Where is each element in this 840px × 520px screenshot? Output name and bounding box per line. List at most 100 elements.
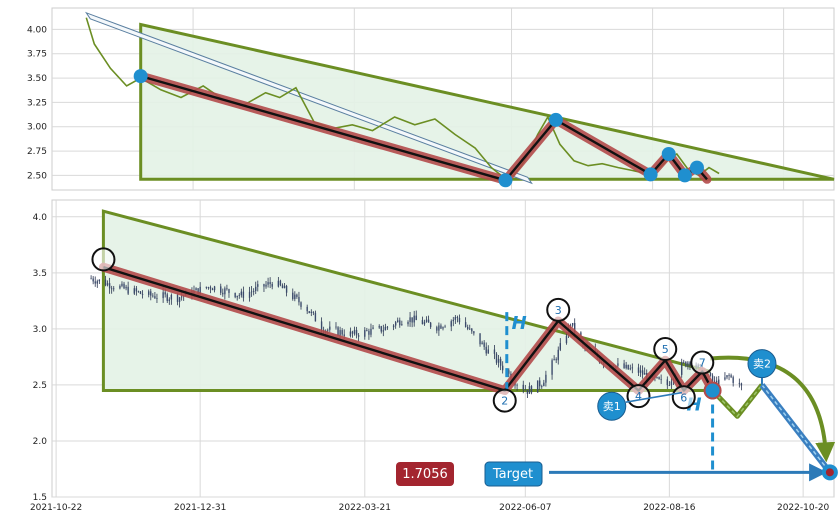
candle-body	[574, 322, 576, 333]
x-tick-label: 2022-08-16	[643, 503, 696, 513]
candle-body	[440, 325, 442, 329]
candle-body	[351, 331, 354, 334]
candle-body	[162, 292, 164, 299]
candle-body	[209, 287, 212, 289]
y-tick-label: 2.75	[27, 147, 47, 157]
candle-body	[90, 278, 92, 280]
candle-body	[487, 349, 489, 354]
sell-label: 卖1	[603, 400, 621, 413]
sell-pointer	[625, 391, 683, 404]
candle-body	[617, 363, 619, 366]
candle-body	[252, 290, 255, 292]
y-tick-label: 4.0	[33, 213, 48, 223]
candle-body	[685, 361, 687, 367]
target-value-badge	[396, 462, 454, 486]
candle-body	[643, 372, 646, 375]
candle-body	[543, 382, 545, 387]
candle-body	[728, 375, 730, 376]
candle-body	[310, 311, 312, 313]
candle-body	[150, 291, 152, 296]
target-point-inner	[825, 468, 834, 477]
candle-body	[368, 330, 370, 335]
candle-body	[92, 278, 94, 282]
candle-body	[545, 374, 547, 383]
candle-body	[327, 329, 329, 331]
candle-body	[631, 367, 634, 369]
candle-body	[713, 380, 716, 382]
candle-body	[438, 325, 440, 331]
breakout-point	[703, 381, 722, 400]
y-tick-label: 3.50	[27, 74, 47, 84]
candle-body	[709, 373, 712, 376]
candle-body	[481, 342, 483, 345]
candle-body	[528, 386, 531, 394]
candle-body	[148, 291, 150, 295]
pivot-point	[689, 160, 704, 175]
candle-body	[355, 329, 358, 336]
candle-body	[425, 319, 428, 322]
candle-body	[106, 283, 109, 286]
candle-body	[501, 365, 504, 371]
candle-body	[670, 381, 673, 386]
candle-body	[370, 328, 372, 335]
y-tick-label: 1.5	[33, 493, 47, 503]
target-value: 1.7056	[402, 467, 448, 482]
candle-body	[343, 334, 345, 336]
candle-body	[96, 281, 98, 284]
candle-body	[156, 298, 158, 299]
candle-body	[471, 328, 473, 332]
candle-body	[139, 291, 142, 294]
y-tick-label: 3.75	[27, 50, 47, 60]
candle-body	[660, 379, 662, 380]
candle-body	[238, 295, 240, 297]
candle-body	[265, 284, 267, 287]
sell-label: 卖2	[753, 358, 771, 371]
candle-body	[329, 326, 331, 330]
h-marker: H	[512, 313, 527, 334]
wave-circle	[91, 247, 116, 272]
target-label: Target	[492, 467, 533, 482]
candle-body	[516, 384, 518, 386]
triangle-outline	[101, 209, 711, 392]
candle-body	[94, 281, 96, 284]
candle-body	[681, 361, 683, 375]
candle-body	[269, 282, 271, 284]
candle-body	[267, 282, 269, 285]
wave-label: 3	[555, 304, 562, 317]
x-tick-label: 2022-10-20	[777, 503, 830, 513]
candle-body	[409, 317, 411, 322]
candle-body	[541, 386, 543, 387]
candle-body	[224, 288, 226, 295]
candle-body	[277, 280, 280, 287]
zigzag-line	[103, 266, 714, 392]
candle-body	[154, 296, 156, 299]
wave-circle	[492, 388, 517, 413]
candle-body	[656, 377, 658, 378]
y-tick-label: 2.0	[33, 437, 48, 447]
candle-body	[641, 370, 644, 375]
candle-body	[551, 360, 553, 375]
candle-body	[399, 320, 401, 326]
candle-body	[250, 291, 253, 293]
y-tick-label: 3.00	[27, 123, 47, 133]
candle-body	[436, 327, 438, 331]
candle-body	[413, 315, 415, 323]
candle-body	[339, 330, 341, 336]
candle-body	[248, 291, 251, 298]
target-label-badge	[484, 461, 543, 487]
candle-body	[226, 288, 228, 290]
x-tick-label: 2022-03-21	[339, 503, 391, 513]
candle-body	[493, 349, 496, 354]
candle-body	[394, 322, 397, 326]
candle-body	[637, 367, 640, 373]
candle-body	[108, 283, 111, 289]
candle-body	[178, 297, 181, 302]
candle-body	[427, 319, 430, 323]
candle-body	[205, 286, 208, 288]
candle-body	[732, 377, 734, 383]
candle-body	[627, 364, 629, 370]
candle-body	[255, 286, 257, 291]
wave-label: 4	[635, 390, 642, 403]
candle-body	[483, 342, 485, 347]
